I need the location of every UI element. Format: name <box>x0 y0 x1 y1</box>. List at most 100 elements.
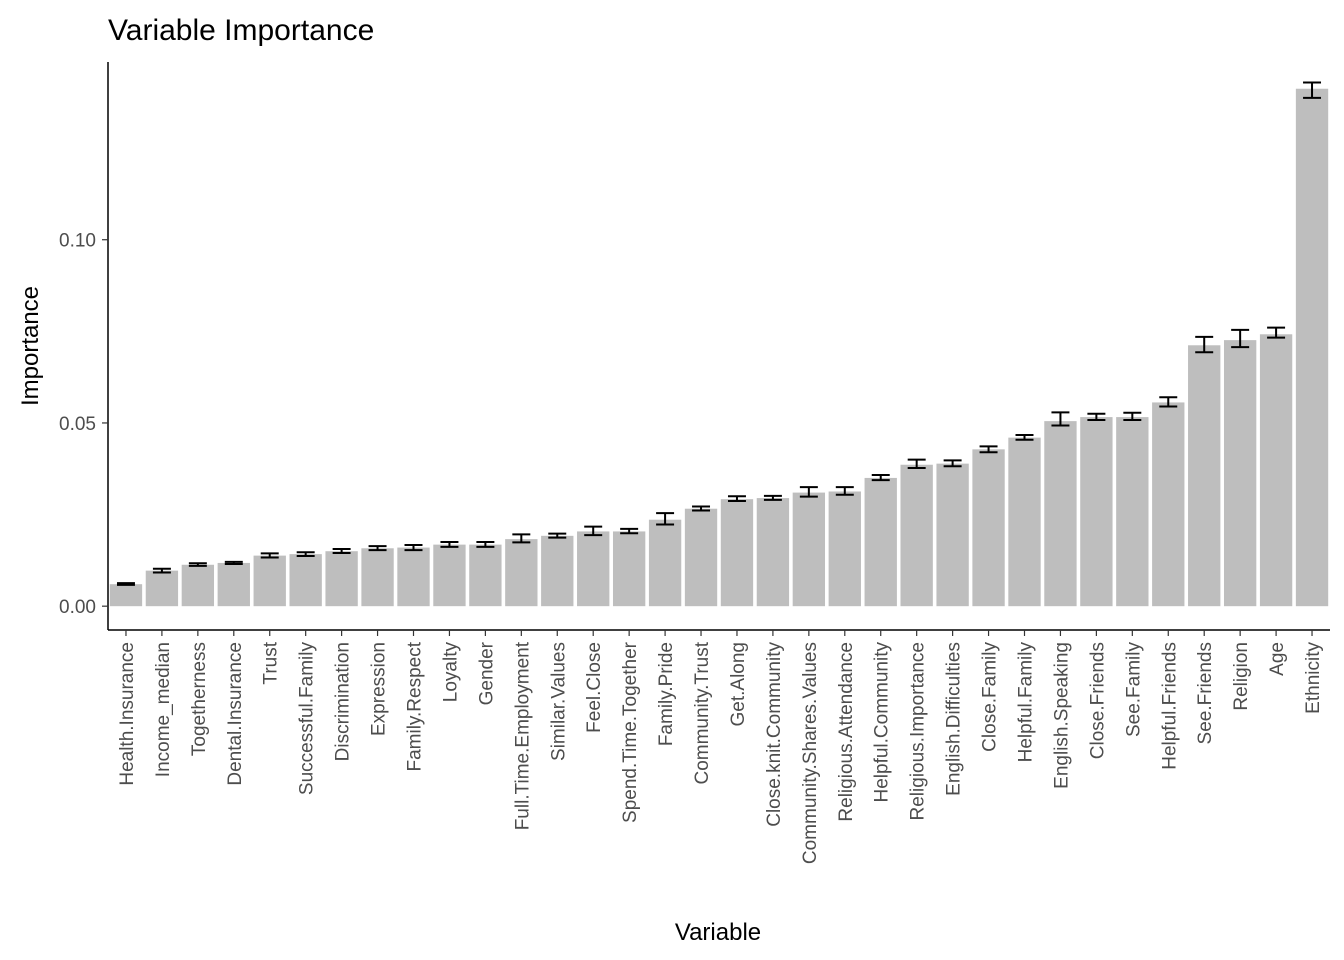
error-bar <box>1087 412 1106 422</box>
error-bar <box>907 458 926 470</box>
chart-title: Variable Importance <box>108 14 374 47</box>
error-bar <box>152 567 171 574</box>
bar <box>433 544 466 607</box>
bar <box>612 531 646 607</box>
bar <box>1188 345 1221 607</box>
error-bar <box>727 495 746 503</box>
bar <box>181 564 215 607</box>
error-bar <box>835 486 854 496</box>
error-bar <box>332 548 351 555</box>
bar <box>1080 417 1113 607</box>
x-tick-label: Full.Time.Employment <box>512 641 533 830</box>
x-tick-label: Gender <box>476 641 497 705</box>
bar <box>936 463 969 607</box>
y-tick-label: 0.05 <box>59 414 96 435</box>
x-axis-ticks: Health.Insurance Income_median Togethernes… <box>117 630 1324 864</box>
error-bar <box>1123 411 1142 422</box>
x-tick-label: English.Difficulties <box>944 642 965 796</box>
bar <box>361 548 394 607</box>
error-bar <box>1231 328 1250 349</box>
bar <box>217 562 250 607</box>
error-bar <box>1195 335 1214 354</box>
x-tick-label: Family.Respect <box>405 641 426 771</box>
x-tick-label: Religion <box>1231 642 1252 711</box>
errorbars-layer <box>116 81 1322 586</box>
error-bar <box>476 541 495 548</box>
x-tick-label: Ethnicity <box>1303 642 1324 714</box>
bar <box>720 499 754 607</box>
x-tick-label: Helpful.Friends <box>1159 642 1180 770</box>
bar <box>505 539 538 607</box>
bars-layer <box>109 88 1329 607</box>
x-tick-label: Similar.Values <box>548 642 569 761</box>
x-tick-label: Community.Trust <box>692 641 713 784</box>
x-tick-label: Trust <box>261 641 282 684</box>
bar <box>469 544 502 607</box>
x-tick-label: Income_median <box>153 642 174 777</box>
error-bar <box>548 532 567 539</box>
x-tick-label: See.Friends <box>1195 642 1216 744</box>
error-bar <box>656 512 675 526</box>
error-bar <box>188 562 207 567</box>
bar <box>972 449 1005 607</box>
error-bar <box>943 459 962 468</box>
bar <box>1116 417 1149 607</box>
y-axis-ticks: 0.00 0.05 0.10 <box>59 231 108 618</box>
error-bar <box>260 552 279 559</box>
x-axis-title: Variable <box>675 919 761 946</box>
error-bar <box>368 545 387 552</box>
y-tick-label: 0.00 <box>59 597 96 618</box>
bar <box>864 477 897 607</box>
bar <box>1259 334 1293 607</box>
bar <box>792 492 826 607</box>
bar <box>289 554 322 607</box>
x-tick-label: Close.Family <box>980 642 1001 752</box>
error-bar <box>404 543 423 552</box>
x-tick-label: Feel.Close <box>584 642 605 733</box>
x-tick-label: Family.Pride <box>656 642 677 746</box>
error-bar <box>1267 326 1286 339</box>
error-bar <box>620 527 639 535</box>
bar <box>577 531 610 607</box>
x-tick-label: Togetherness <box>189 642 210 756</box>
error-bar <box>440 541 459 548</box>
error-bar <box>224 560 243 566</box>
bar <box>900 464 933 607</box>
x-tick-label: Expression <box>369 642 390 736</box>
bar <box>541 535 574 607</box>
bar <box>109 584 143 607</box>
error-bar <box>584 525 603 537</box>
error-bar <box>692 505 711 512</box>
error-bar <box>512 533 531 544</box>
x-tick-label: Get.Along <box>728 642 749 727</box>
bar <box>648 519 682 607</box>
error-bar <box>979 445 998 454</box>
x-tick-label: Successful.Family <box>297 642 318 796</box>
bar <box>397 547 430 607</box>
x-tick-label: Close.knit.Community <box>764 642 785 827</box>
bar <box>325 551 358 607</box>
error-bar <box>1303 81 1322 99</box>
bar <box>1152 402 1185 607</box>
bar <box>1044 421 1077 607</box>
bar <box>828 491 861 607</box>
bar <box>145 570 179 607</box>
x-tick-label: Spend.Time.Together <box>620 641 641 823</box>
error-bar <box>1051 411 1070 427</box>
x-tick-label: Religious.Importance <box>908 642 929 820</box>
error-bar <box>1015 434 1034 441</box>
y-tick-label: 0.10 <box>59 231 96 252</box>
bar <box>1223 340 1257 607</box>
x-tick-label: Health.Insurance <box>117 642 138 786</box>
x-tick-label: Age <box>1267 642 1288 676</box>
error-bar <box>116 582 135 586</box>
error-bar <box>763 494 782 501</box>
x-tick-label: See.Family <box>1123 642 1144 738</box>
error-bar <box>296 551 315 557</box>
x-tick-label: Loyalty <box>440 642 461 703</box>
error-bar <box>1159 396 1178 408</box>
bar <box>253 555 286 607</box>
x-tick-label: Religious.Attendance <box>836 642 857 822</box>
bar <box>756 498 790 607</box>
